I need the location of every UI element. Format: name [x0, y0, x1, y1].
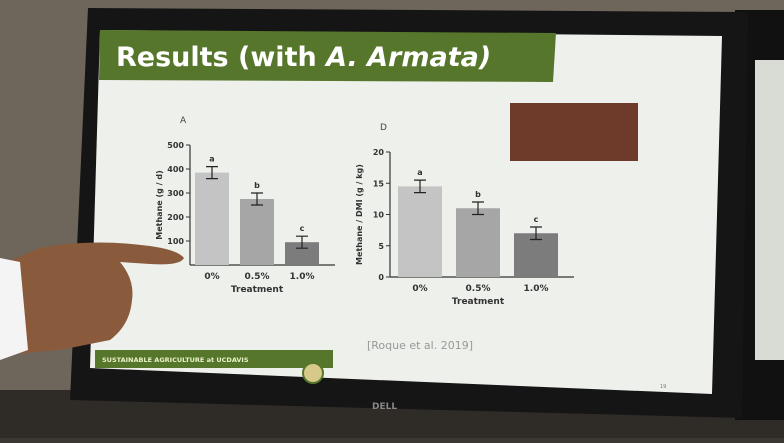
y-tick-label: 200: [167, 213, 184, 222]
significance-letter: c: [534, 215, 539, 224]
bar: [195, 173, 229, 265]
bar: [456, 208, 500, 277]
panel-label: D: [380, 123, 387, 133]
x-axis-label: Treatment: [452, 297, 505, 307]
y-axis-label: Methane / DMI (g / kg): [355, 164, 364, 265]
y-tick-label: 20: [373, 148, 385, 157]
slide-title: Results (with A. Armata): [116, 42, 491, 73]
panel-label: A: [180, 116, 187, 126]
x-tick-label: 1.0%: [524, 284, 549, 294]
title-italic: A. Armata): [324, 42, 491, 73]
x-tick-label: 1.0%: [290, 272, 315, 282]
photo: Results (with A. Armata) [Roque et al. 2…: [0, 0, 784, 438]
significance-letter: c: [300, 224, 305, 233]
y-tick-label: 300: [167, 189, 184, 198]
micrograph: [510, 103, 638, 161]
bar: [398, 186, 442, 277]
x-tick-label: 0.5%: [245, 272, 270, 282]
y-tick-label: 0: [378, 273, 384, 282]
significance-letter: b: [475, 190, 481, 199]
x-axis-label: Treatment: [231, 285, 284, 295]
x-tick-label: 0.5%: [466, 284, 491, 294]
second-screen: [755, 60, 784, 360]
citation: [Roque et al. 2019]: [367, 339, 473, 352]
y-tick-label: 400: [167, 165, 184, 174]
seal: [303, 363, 323, 383]
y-axis-label: Methane (g / d): [155, 170, 164, 239]
page-number: 19: [660, 384, 666, 390]
title-text: Results (with: [116, 42, 317, 73]
significance-letter: a: [209, 155, 214, 164]
y-tick-label: 15: [373, 179, 385, 188]
significance-letter: b: [254, 181, 260, 190]
brand: DELL: [372, 402, 397, 412]
x-tick-label: 0%: [412, 284, 427, 294]
footer: SUSTAINABLE AGRICULTURE at UCDAVIS: [102, 356, 249, 364]
y-tick-label: 5: [378, 242, 384, 251]
x-tick-label: 0%: [204, 272, 219, 282]
significance-letter: a: [417, 168, 422, 177]
y-tick-label: 10: [373, 211, 385, 220]
bar: [240, 199, 274, 265]
y-tick-label: 500: [167, 141, 184, 150]
y-tick-label: 100: [167, 237, 184, 246]
